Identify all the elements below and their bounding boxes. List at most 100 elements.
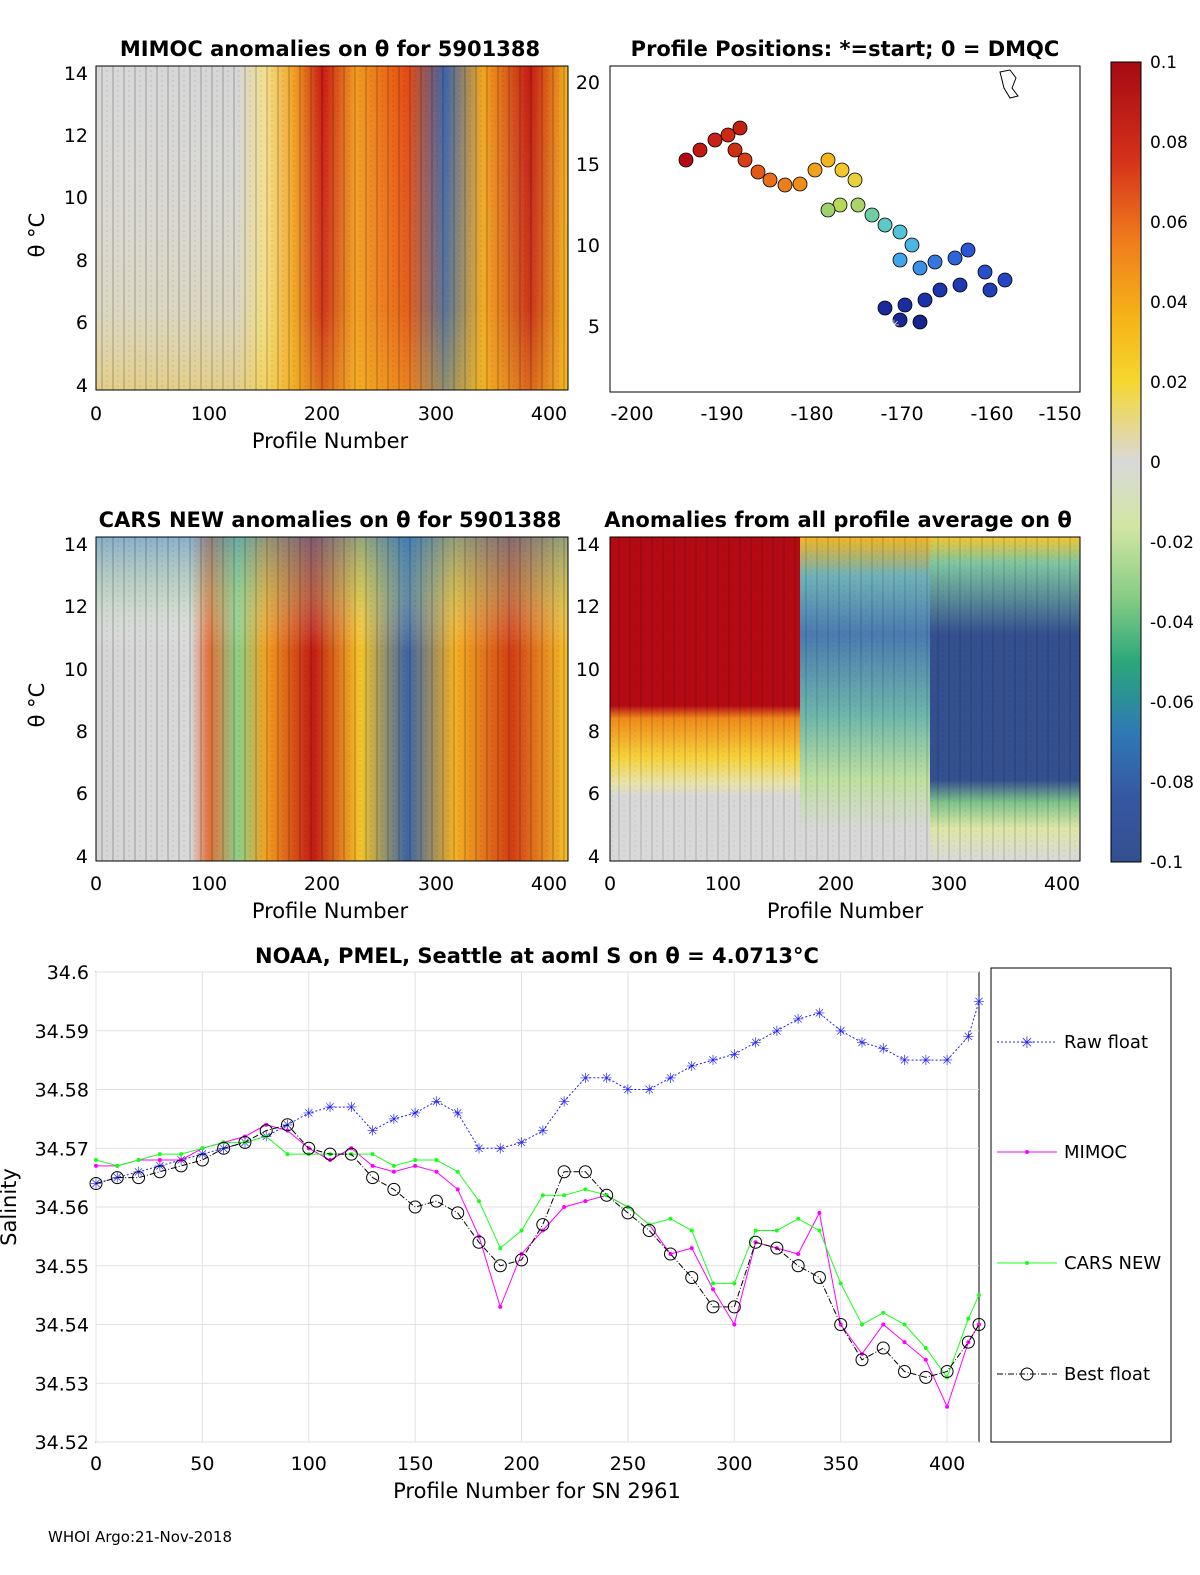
xtick: 300 [418,873,454,895]
data-point: ✳ [516,1135,528,1151]
colorbar: 0.1 0.08 0.06 0.04 0.02 0 -0.02 -0.04 -0… [1110,53,1194,873]
data-point [476,1199,481,1204]
salinity-chart: NOAA, PMEL, Seattle at aoml S on θ = 4.0… [0,944,1172,1503]
xtick: 200 [304,873,340,895]
panel-positions-title: Profile Positions: *=start; 0 = DMQC [631,37,1060,61]
profile-position-marker [707,132,723,148]
data-point [259,1124,273,1138]
xtick: 0 [90,403,102,425]
legend-best-float: Best float [997,1364,1150,1385]
data-point [876,1341,890,1355]
profile-position-marker [877,217,893,233]
float-track [678,120,1013,330]
profile-position-marker [952,277,968,293]
series-line-raw-float [95,1001,980,1184]
data-point: ✳ [558,1094,570,1110]
ytick-label: 34.55 [35,1256,89,1278]
ytick-label: 34.54 [35,1315,89,1337]
data-point [583,1199,588,1204]
data-point: ✳ [856,1036,868,1052]
ytick: 6 [76,312,88,334]
data-point [961,1335,975,1349]
data-point [557,1165,571,1179]
profile-position-marker [847,172,863,188]
xtick: 200 [304,403,340,425]
colorbar-tick: -0.02 [1150,533,1194,553]
data-point: ✳ [303,1106,315,1122]
panel-avg-contours [610,537,1080,861]
data-point [881,1310,886,1315]
profile-position-marker [892,312,908,328]
data-point [583,1187,588,1192]
profile-position-marker [947,250,963,266]
data-point [493,1259,507,1273]
data-point [94,1163,98,1168]
xtick: 100 [191,873,227,895]
data-point [540,1193,545,1198]
chart-xticks: 0 50 100 150 200 250 300 350 400 [90,1453,965,1475]
data-point [685,1271,699,1284]
data-point [280,1118,294,1132]
panel-mimoc-xlabel: Profile Number [252,429,409,453]
data-point [902,1340,907,1345]
data-point [838,1281,843,1286]
profile-position-marker [864,207,880,223]
profile-position-marker [960,242,976,258]
legend-cars-new: CARS NEW [997,1253,1161,1274]
profile-position-marker [820,152,836,168]
data-point: ✳ [728,1047,740,1063]
data-point: ✳ [324,1100,336,1116]
data-point [940,1365,954,1378]
xtick: 0 [90,873,102,895]
data-point [413,1163,418,1168]
data-point: ✳ [899,1053,911,1069]
colorbar-tick: 0.1 [1150,53,1177,73]
ytick: 10 [64,659,88,681]
xtick: -160 [970,403,1013,425]
xtick-label: 250 [610,1453,646,1475]
panel-cars-xlabel: Profile Number [252,899,409,923]
chart-series: ✳ ✳ ✳ ✳ ✳ ✳ ✳ ✳ ✳ ✳ ✳ ✳ ✳ ✳ ✳ ✳ ✳ ✳ ✳ ✳ ✳ ✳ ✳ ✳ ✳ ✳ ✳ ✳ ✳ ✳ ✳ ✳ ✳ ✳ ✳ ✳ ✳ ✳ ✳ ✳… [89,994,986,1409]
data-point [663,1247,677,1261]
data-point [238,1135,252,1149]
ytick-label: 34.52 [35,1432,89,1454]
data-point [451,1206,465,1220]
data-point [132,1171,146,1185]
ytick-label: 34.57 [35,1138,89,1160]
data-point [370,1163,375,1168]
data-point: ✳ [154,1159,166,1175]
data-point [455,1169,460,1174]
data-point: ✳ [580,1071,592,1087]
xtick-label: 350 [823,1453,859,1475]
data-point [902,1322,907,1327]
panel-cars-frame [95,536,569,862]
data-point [455,1187,460,1192]
data-point [689,1228,694,1233]
data-point: ✳ [771,1024,783,1040]
series-line-best-float [95,1124,980,1378]
profile-position-marker [912,260,928,276]
data-point [774,1228,779,1233]
data-point [562,1193,567,1198]
ytick: 14 [576,534,600,556]
colorbar-scale [1110,61,1142,863]
xtick-label: 200 [503,1453,539,1475]
profile-position-marker [720,127,736,143]
data-point [498,1246,503,1251]
ytick-label: 34.58 [35,1080,89,1102]
legend-label: Best float [1064,1364,1150,1385]
data-point: ✳ [494,1141,506,1157]
chart-title: NOAA, PMEL, Seattle at aoml S on θ = 4.0… [255,944,819,968]
data-point: ✳ [388,1112,400,1128]
data-point [898,1365,912,1378]
data-point [791,1259,805,1273]
data-point [923,1346,928,1350]
data-point [796,1216,801,1221]
data-point [408,1200,422,1214]
data-point [817,1228,822,1233]
xtick: 100 [705,873,741,895]
data-point [732,1281,737,1286]
panel-avg-title: Anomalies from all profile average on θ [604,508,1072,532]
data-point: ✳ [707,1053,719,1069]
